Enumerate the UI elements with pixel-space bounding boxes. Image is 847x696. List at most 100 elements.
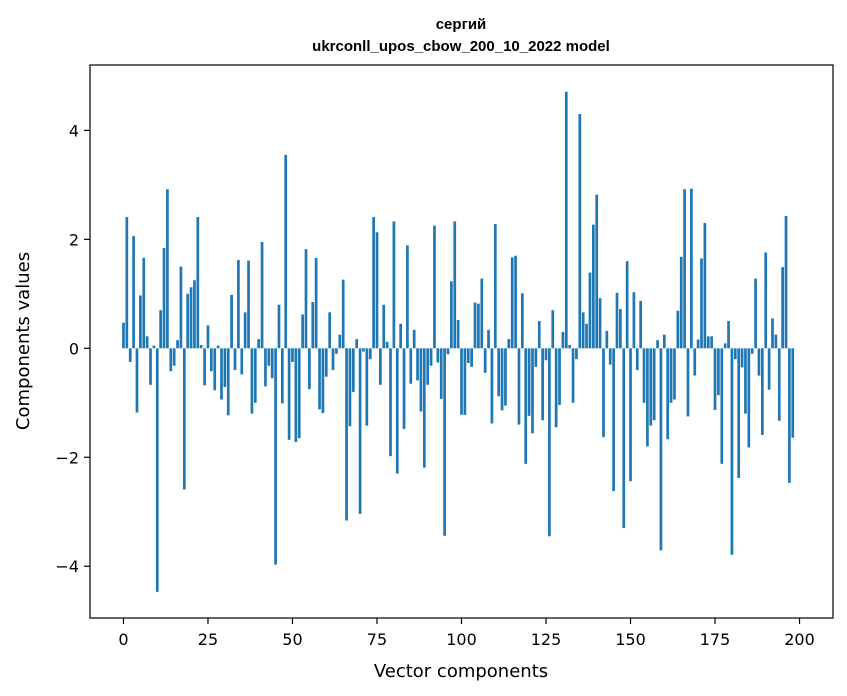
bar: [274, 348, 277, 565]
bar: [166, 189, 169, 349]
bar: [504, 348, 507, 406]
bar: [145, 336, 149, 349]
bar: [632, 292, 636, 349]
bar: [406, 245, 409, 349]
bar: [345, 348, 348, 521]
bar: [733, 348, 737, 360]
bar: [122, 322, 125, 349]
bar: [193, 280, 196, 349]
plot-frame: [89, 64, 834, 619]
bar: [669, 348, 673, 403]
bar: [548, 348, 551, 537]
bar: [493, 224, 497, 349]
bar: [652, 348, 656, 421]
bar: [656, 340, 659, 349]
bar: [176, 340, 179, 349]
bar: [571, 348, 575, 403]
bar: [507, 339, 511, 349]
bar: [761, 348, 764, 435]
bar: [679, 256, 683, 349]
bar: [568, 345, 572, 349]
bar: [226, 348, 230, 416]
bar: [696, 339, 700, 349]
bar: [416, 348, 419, 381]
bar: [199, 345, 203, 349]
bar: [554, 348, 558, 428]
bar: [683, 189, 686, 349]
bar: [622, 348, 626, 529]
bar: [737, 348, 741, 478]
x-axis: 0 25 50 75 100 125 150 175 200: [118, 618, 815, 649]
bar: [409, 348, 413, 384]
bar: [598, 298, 602, 349]
bar: [629, 348, 632, 482]
bar: [706, 336, 710, 349]
bar: [483, 348, 487, 373]
bar: [426, 348, 430, 385]
x-tick-label: 200: [784, 630, 815, 649]
bar: [788, 348, 791, 483]
bar: [477, 303, 480, 349]
bar: [635, 348, 639, 371]
bar: [189, 287, 193, 349]
bar: [314, 257, 318, 349]
y-tick-label: 4: [69, 121, 79, 140]
bar: [186, 293, 190, 349]
bar: [297, 348, 301, 439]
x-tick-label: 100: [446, 630, 477, 649]
bar: [139, 295, 142, 349]
bar: [676, 310, 680, 349]
bar: [713, 348, 717, 410]
y-tick-label: 2: [69, 230, 79, 249]
bar: [649, 348, 653, 426]
bar: [240, 348, 244, 375]
bar: [757, 348, 761, 376]
bar: [385, 341, 389, 349]
bar: [777, 348, 781, 421]
bar: [402, 348, 406, 429]
bar: [666, 348, 670, 440]
bar: [257, 339, 261, 349]
bar: [473, 302, 477, 349]
bar: [463, 348, 467, 415]
bar: [152, 345, 156, 349]
bar: [338, 334, 342, 349]
bar: [264, 348, 267, 387]
bar: [324, 348, 328, 377]
bar: [395, 348, 399, 474]
bar: [750, 348, 754, 354]
bar: [453, 221, 457, 349]
chart-title: сергий: [436, 16, 487, 33]
bar: [260, 242, 264, 349]
bar: [443, 348, 446, 536]
bar: [784, 215, 788, 349]
bar: [422, 348, 426, 468]
bar: [280, 348, 284, 404]
bar: [159, 310, 162, 349]
bar: [639, 300, 643, 349]
bar: [581, 312, 585, 349]
bar: [690, 188, 693, 349]
bar: [514, 255, 517, 349]
bar: [591, 224, 595, 349]
bar: [399, 323, 402, 349]
bar: [308, 348, 311, 390]
x-tick-label: 175: [700, 630, 731, 649]
bar: [527, 348, 531, 416]
bar: [237, 260, 240, 349]
y-axis-label: Components values: [13, 252, 34, 430]
bar: [216, 345, 220, 349]
bar: [358, 348, 362, 514]
bar: [595, 194, 599, 349]
bar: [230, 294, 233, 349]
y-tick-label: −2: [55, 448, 79, 467]
bar: [659, 348, 663, 551]
bar: [558, 348, 561, 405]
bar: [311, 302, 315, 349]
x-tick-label: 150: [615, 630, 646, 649]
bar: [351, 348, 355, 392]
bar: [294, 348, 298, 443]
bar: [517, 348, 521, 425]
bar: [132, 236, 135, 349]
